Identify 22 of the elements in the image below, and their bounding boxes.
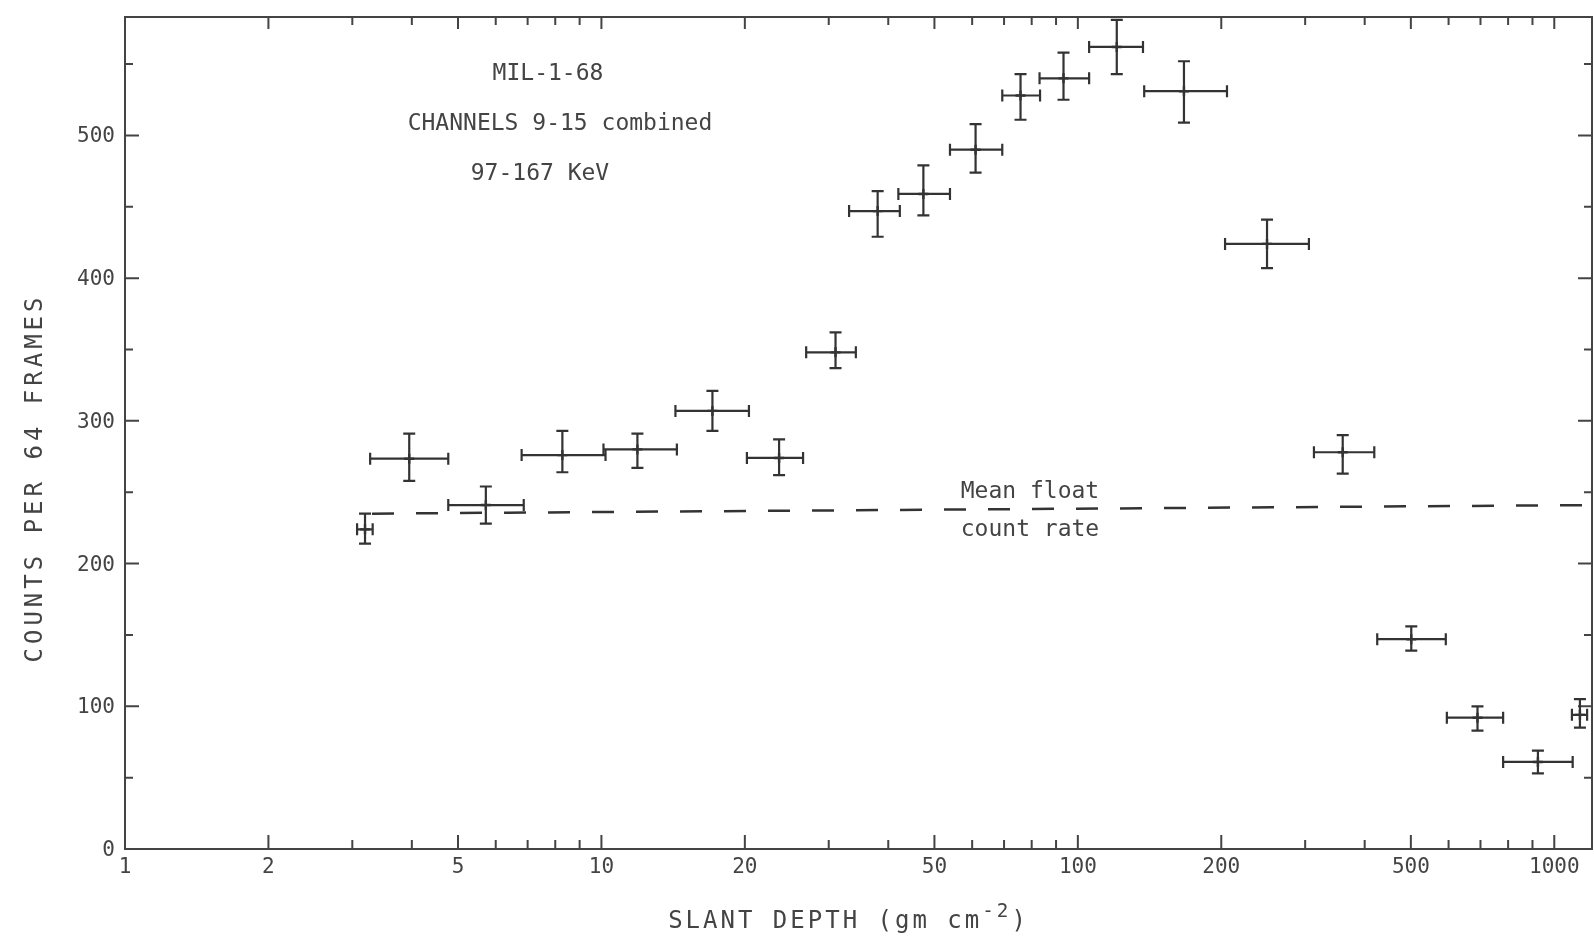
x-tick-label: 2	[262, 854, 275, 878]
y-tick-label: 100	[77, 694, 115, 719]
x-tick-label: 10	[588, 854, 615, 878]
y-tick-label: 200	[77, 551, 115, 576]
y-tick-label: 0	[102, 837, 115, 861]
annotation: 97-167 KeV	[470, 159, 610, 185]
y-tick-label: 300	[77, 408, 115, 433]
y-axis-title: COUNTS PER 64 FRAMES	[20, 293, 48, 663]
x-tick-label: 1	[118, 854, 132, 878]
y-tick-label: 400	[77, 266, 115, 291]
annotation: MIL-1-68	[492, 59, 604, 85]
x-tick-label: 200	[1202, 854, 1241, 878]
x-tick-label: 500	[1391, 854, 1430, 878]
annotation: Mean float count rate	[960, 477, 1100, 541]
y-tick-label: 500	[77, 123, 115, 148]
x-tick-label: 5	[451, 854, 465, 878]
x-tick-label: 20	[732, 854, 758, 878]
x-tick-label: 50	[921, 854, 948, 878]
annotation: CHANNELS 9-15 combined	[407, 109, 713, 135]
x-tick-label: 100	[1058, 854, 1097, 878]
x-axis-title: SLANT DEPTH (gm cm$^{-2}$)	[668, 898, 1029, 934]
x-tick-label: 1000	[1528, 854, 1580, 878]
